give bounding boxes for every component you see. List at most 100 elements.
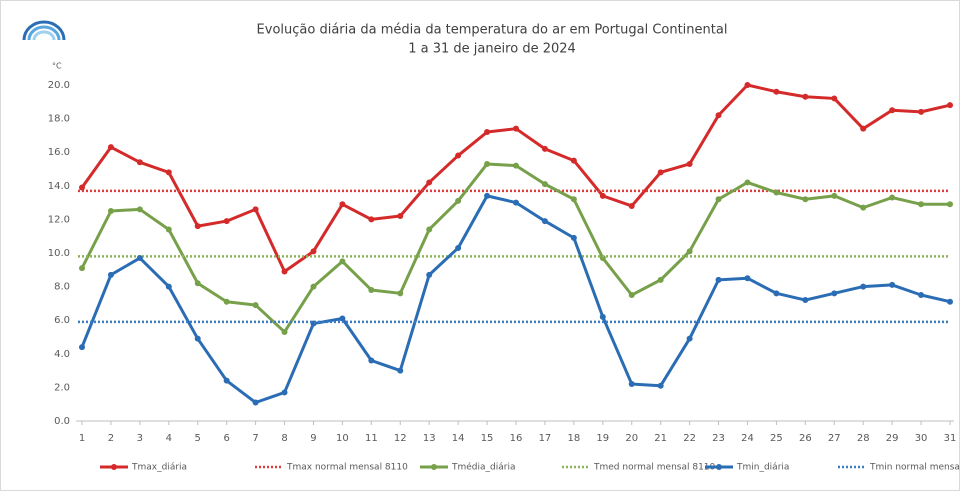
x-tick-label: 1	[79, 433, 85, 444]
x-tick-label: 8	[281, 433, 287, 444]
x-tick-label: 11	[365, 433, 378, 444]
data-point	[860, 283, 867, 290]
data-point	[513, 162, 519, 169]
data-point	[570, 157, 577, 164]
x-tick-label: 6	[223, 433, 229, 444]
y-tick-label: 6.0	[54, 315, 70, 326]
data-point	[368, 357, 375, 364]
x-tick-label: 15	[481, 433, 494, 444]
data-point	[455, 152, 462, 159]
data-point	[686, 335, 693, 342]
data-point	[628, 292, 635, 298]
data-point	[136, 159, 143, 166]
y-tick-label: 0.0	[54, 416, 70, 427]
data-point	[136, 255, 143, 262]
y-tick-label: 10.0	[48, 248, 70, 259]
x-tick-label: 14	[452, 433, 465, 444]
data-point	[802, 297, 809, 304]
x-tick-label: 17	[539, 433, 552, 444]
data-point	[194, 335, 201, 342]
data-point	[686, 160, 693, 167]
y-tick-label: 8.0	[54, 282, 70, 293]
x-tick-label: 3	[137, 433, 143, 444]
data-point	[194, 280, 201, 287]
data-point	[918, 292, 925, 298]
data-point	[107, 208, 114, 214]
chart-title: Evolução diária da média da temperatura …	[257, 23, 728, 38]
y-tick-label: 2.0	[54, 382, 70, 393]
y-tick-label: 18.0	[48, 114, 70, 125]
x-tick-label: 22	[683, 433, 696, 444]
data-point	[541, 218, 548, 225]
data-point	[281, 389, 288, 396]
logo	[22, 20, 66, 41]
x-tick-label: 30	[915, 433, 928, 444]
y-tick-label: 16.0	[48, 147, 70, 158]
x-tick-label: 29	[886, 433, 899, 444]
data-point	[310, 283, 317, 290]
data-point	[252, 399, 259, 406]
data-point	[339, 201, 346, 208]
data-point	[223, 298, 230, 305]
data-point	[426, 226, 433, 233]
data-point	[831, 192, 838, 199]
data-point	[541, 181, 548, 188]
data-point	[918, 108, 925, 115]
data-point	[368, 286, 375, 293]
data-point	[802, 196, 809, 203]
data-point	[107, 271, 114, 278]
data-point	[599, 192, 606, 199]
data-point	[397, 367, 404, 374]
legend-label: Tmax normal mensal 8110	[286, 463, 408, 473]
data-point	[889, 107, 896, 114]
legend-marker	[716, 464, 722, 470]
data-point	[194, 223, 201, 230]
data-point	[657, 382, 664, 389]
data-point	[281, 268, 288, 275]
data-point	[223, 377, 230, 384]
data-point	[889, 281, 896, 288]
x-tick-label: 25	[770, 433, 783, 444]
legend-marker	[111, 464, 117, 470]
x-tick-label: 7	[252, 433, 258, 444]
x-tick-label: 19	[596, 433, 609, 444]
data-point	[281, 328, 288, 335]
x-tick-label: 18	[567, 433, 580, 444]
data-point	[484, 192, 491, 199]
data-point	[831, 95, 838, 102]
data-point	[339, 315, 346, 322]
x-tick-label: 5	[195, 433, 201, 444]
x-tick-label: 10	[336, 433, 349, 444]
data-point	[455, 197, 462, 204]
data-point	[252, 302, 259, 309]
data-point	[599, 313, 606, 320]
data-point	[426, 179, 433, 186]
data-point	[79, 265, 85, 272]
legend-label: Tmin_diária	[736, 463, 789, 473]
data-point	[889, 194, 896, 201]
data-point	[455, 244, 462, 251]
data-point	[715, 196, 722, 203]
data-point	[744, 275, 751, 282]
x-tick-label: 28	[857, 433, 870, 444]
x-tick-label: 26	[799, 433, 812, 444]
data-point	[484, 160, 491, 167]
x-tick-label: 13	[423, 433, 436, 444]
data-point	[773, 290, 780, 297]
data-point	[513, 125, 519, 132]
data-point	[802, 93, 809, 100]
legend-marker	[431, 464, 437, 470]
data-point	[715, 276, 722, 283]
data-point	[947, 102, 953, 109]
y-tick-label: 4.0	[54, 349, 70, 360]
data-point	[310, 248, 317, 255]
y-axis-label: °C	[52, 62, 62, 71]
data-point	[918, 201, 925, 208]
x-tick-label: 2	[108, 433, 114, 444]
data-point	[484, 129, 491, 136]
chart-subtitle: 1 a 31 de janeiro de 2024	[408, 42, 576, 57]
data-point	[744, 82, 751, 88]
y-tick-label: 14.0	[48, 181, 70, 192]
